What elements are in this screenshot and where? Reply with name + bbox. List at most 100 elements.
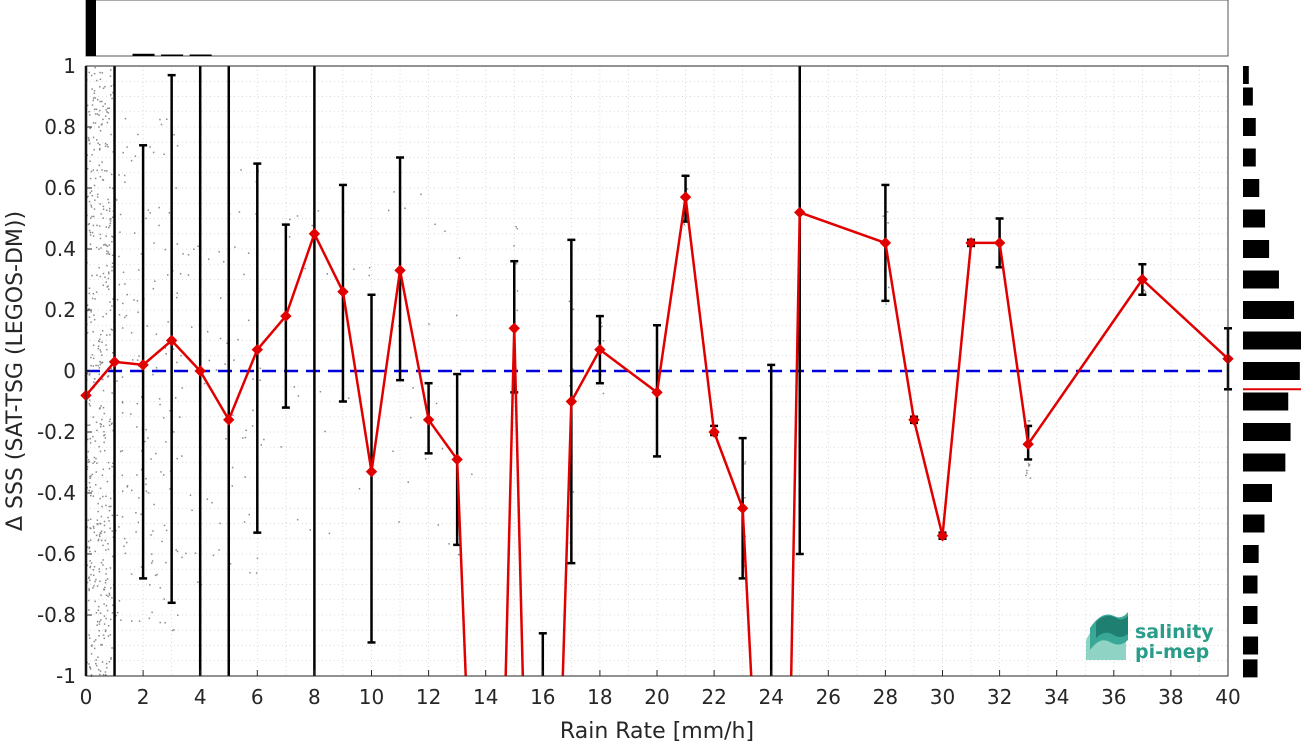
scatter-point bbox=[90, 311, 92, 313]
scatter-point bbox=[92, 587, 94, 589]
series-marker bbox=[108, 356, 121, 368]
scatter-point bbox=[95, 421, 98, 424]
scatter-point bbox=[110, 173, 113, 176]
scatter-point bbox=[169, 410, 171, 412]
scatter-point bbox=[87, 519, 90, 521]
scatter-point bbox=[137, 269, 140, 271]
scatter-point bbox=[164, 622, 166, 624]
scatter-point bbox=[108, 592, 111, 595]
scatter-point bbox=[194, 552, 197, 554]
y-tick-label: 0.6 bbox=[44, 176, 76, 200]
series-marker bbox=[936, 529, 949, 542]
scatter-point bbox=[597, 340, 599, 342]
scatter-point bbox=[102, 272, 105, 275]
x-tick-label: 4 bbox=[194, 685, 207, 709]
salinity-pi-mep-logo: salinity pi-mep bbox=[1086, 612, 1214, 663]
scatter-point bbox=[104, 276, 106, 279]
scatter-point bbox=[94, 600, 96, 603]
scatter-point bbox=[105, 109, 107, 111]
scatter-point bbox=[169, 488, 171, 490]
scatter-point bbox=[93, 647, 96, 650]
scatter-point bbox=[602, 392, 605, 395]
series-marker bbox=[794, 206, 806, 219]
scatter-point bbox=[92, 99, 94, 102]
series-segment bbox=[1027, 278, 1144, 445]
scatter-point bbox=[106, 111, 108, 113]
scatter-point bbox=[87, 424, 89, 427]
scatter-point bbox=[92, 136, 95, 139]
scatter-point bbox=[166, 118, 168, 121]
scatter-point bbox=[106, 121, 109, 124]
scatter-point bbox=[106, 107, 109, 110]
scatter-point bbox=[516, 309, 518, 312]
scatter-point bbox=[424, 458, 427, 460]
scatter-point bbox=[98, 534, 101, 536]
logo-waves-icon bbox=[1086, 612, 1128, 660]
scatter-point bbox=[88, 588, 90, 590]
scatter-point bbox=[107, 112, 110, 114]
y-tick-label: -0.2 bbox=[37, 420, 76, 444]
x-tick-label: 0 bbox=[80, 685, 93, 709]
scatter-point bbox=[150, 534, 152, 536]
scatter-point bbox=[90, 653, 93, 655]
y-tick-label: -0.6 bbox=[37, 542, 76, 566]
scatter-point bbox=[88, 114, 91, 116]
scatter-point bbox=[108, 520, 110, 522]
scatter-point bbox=[125, 541, 128, 544]
scatter-point bbox=[136, 474, 138, 476]
scatter-point bbox=[516, 290, 519, 292]
scatter-point bbox=[101, 661, 104, 663]
scatter-point bbox=[116, 298, 119, 301]
scatter-point bbox=[296, 518, 299, 521]
x-tick-label: 40 bbox=[1215, 685, 1240, 709]
scatter-point bbox=[120, 619, 122, 622]
scatter-point bbox=[572, 308, 575, 311]
scatter-point bbox=[88, 374, 91, 376]
scatter-point bbox=[104, 671, 107, 673]
scatter-point bbox=[93, 640, 96, 643]
x-tick-label: 36 bbox=[1101, 685, 1126, 709]
scatter-point bbox=[86, 564, 89, 567]
scatter-point bbox=[91, 644, 93, 646]
scatter-point bbox=[102, 425, 105, 427]
scatter-point bbox=[105, 344, 107, 346]
scatter-point bbox=[93, 90, 96, 92]
scatter-point bbox=[89, 127, 91, 130]
scatter-point bbox=[159, 118, 161, 121]
series-segment bbox=[799, 211, 886, 245]
scatter-point bbox=[215, 369, 218, 371]
scatter-point bbox=[104, 243, 106, 246]
scatter-point bbox=[882, 215, 885, 217]
scatter-point bbox=[96, 462, 98, 464]
scatter-point bbox=[111, 262, 114, 264]
scatter-point bbox=[109, 94, 112, 96]
scatter-point bbox=[105, 495, 107, 498]
scatter-point bbox=[297, 395, 300, 397]
scatter-point bbox=[171, 629, 174, 632]
scatter-point bbox=[112, 298, 114, 300]
scatter-point bbox=[245, 429, 247, 432]
scatter-point bbox=[102, 634, 105, 636]
scatter-point bbox=[107, 624, 110, 627]
scatter-point bbox=[115, 614, 117, 617]
scatter-point bbox=[94, 66, 96, 69]
scatter-point bbox=[108, 661, 111, 663]
scatter-point bbox=[145, 428, 147, 431]
scatter-point bbox=[153, 242, 155, 244]
x-tick-label: 2 bbox=[137, 685, 150, 709]
scatter-point bbox=[106, 252, 108, 255]
scatter-point bbox=[98, 445, 101, 448]
scatter-point bbox=[137, 133, 139, 136]
scatter-point bbox=[96, 193, 99, 196]
scatter-point bbox=[98, 620, 101, 623]
scatter-point bbox=[108, 505, 110, 508]
scatter-point bbox=[131, 620, 133, 622]
scatter-point bbox=[92, 331, 94, 333]
scatter-point bbox=[569, 385, 571, 387]
scatter-point bbox=[107, 146, 109, 148]
scatter-point bbox=[91, 490, 93, 493]
scatter-point bbox=[111, 422, 113, 424]
series-marker bbox=[451, 453, 463, 466]
scatter-point bbox=[116, 514, 119, 517]
scatter-point bbox=[86, 487, 89, 489]
